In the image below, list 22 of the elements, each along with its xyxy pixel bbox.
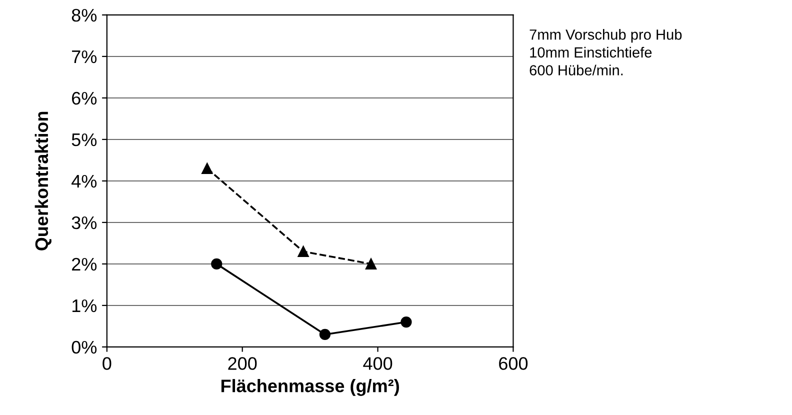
x-tick-label: 600: [499, 357, 528, 370]
point: [365, 258, 377, 270]
y-tick-label: 1%: [72, 299, 97, 312]
point: [211, 258, 222, 270]
y-tick-label: 0%: [72, 340, 97, 354]
x-tick-label: 200: [228, 357, 257, 370]
point: [202, 162, 213, 174]
point: [400, 316, 412, 328]
y-tick-label: 4%: [72, 174, 97, 188]
y-tick-label: 8%: [72, 8, 97, 22]
y-tick-label: 7%: [72, 50, 97, 64]
x-tick-label: 400: [363, 357, 392, 370]
x-axis-title: Flächenmasse (g/m²): [221, 379, 399, 396]
point: [319, 328, 331, 340]
x-tick-label: 0: [102, 357, 112, 370]
y-axis-title: Querkontraktion: [34, 112, 52, 250]
y-tick-label: 6%: [72, 92, 97, 105]
y-tick-label: 2%: [72, 258, 97, 271]
y-tick-label: 5%: [72, 133, 97, 146]
text: 7mm Vorschub pro Hub 10mm Einstichtiefe 600 Hübe/min.: [530, 29, 682, 76]
point: [298, 246, 309, 258]
y-tick-label: 3%: [72, 216, 97, 230]
